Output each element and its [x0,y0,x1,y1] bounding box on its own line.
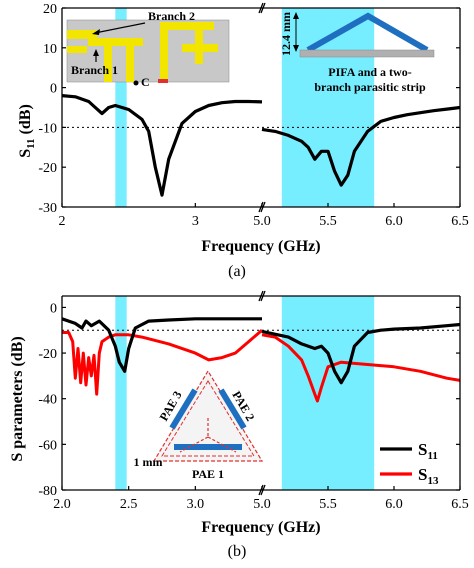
a-x-tick-right: 6.5 [451,214,469,229]
panel-b: 2.0 2.5 3.0 5.0 5.5 6.0 6.5 0 -20 -40 -60 -80 PAE … [9,290,469,560]
b-plot-frame [61,290,461,496]
a-y-tick-label: 10 [43,42,57,57]
a-s11-curve-right [261,105,461,187]
b-legend-label-s11: S11 [418,440,438,462]
a-x-tick-right: 6.0 [385,214,403,229]
b-s13-curve-left [62,329,263,396]
a-label-feed-c: C [141,75,150,89]
b-x-tick-right: 6.5 [451,497,469,512]
a-inset-layout: Branch 2 Branch 1 C [66,9,230,89]
a-y-tick-label: -30 [38,201,57,216]
a-y-tick-label: 20 [43,2,57,17]
b-wifi-band-2g4 [115,296,127,490]
a-y-tick-label: -20 [38,161,57,176]
a-plot-frame [61,2,461,213]
a-s11-curve-left [61,94,263,197]
a-label-branch2: Branch 2 [148,9,195,23]
b-label-1mm: 1 mm [134,455,163,469]
a-inset-sideview: 12.4 mm PIFA and a two- branch parasitic… [279,12,435,94]
a-dimension-label: 12.4 mm [279,12,293,56]
a-label-branch1: Branch 1 [71,63,118,77]
panel-a: 2 3 5.0 5.5 6.0 6.5 20 10 0 -10 -20 -30 Branch 2 B… [17,2,469,280]
b-legend: S11 S13 [380,440,439,487]
a-x-axis-label: Frequency (GHz) [201,238,320,255]
a-inset-caption-2: branch parasitic strip [314,80,426,94]
b-x-tick-right: 5.5 [319,497,337,512]
a-x-tick-left: 2 [59,214,66,229]
a-x-tick-right: 5.5 [319,214,337,229]
a-y-tick-label: -10 [38,121,57,136]
a-x-tick-right: 5.0 [253,214,271,229]
b-label-pae1: PAE 1 [192,467,224,481]
a-x-tick-left: 3 [192,214,199,229]
a-panel-label: (a) [228,263,246,280]
b-x-tick-right: 6.0 [385,497,403,512]
b-wifi-band-5g [281,296,375,490]
b-s11-curve-right [261,322,461,385]
b-panel-label: (b) [228,543,247,560]
a-inset-caption-1: PIFA and a two- [328,65,411,79]
b-x-axis-label: Frequency (GHz) [201,519,320,536]
b-y-tick-label: -60 [38,438,57,453]
b-y-tick-label: 0 [50,301,57,316]
b-x-tick-right: 5.0 [253,497,271,512]
a-y-axis-label: S11 (dB) [17,104,37,158]
b-x-tick-left: 2.0 [53,497,71,512]
b-y-tick-label: -80 [38,484,57,499]
b-y-axis-label: S parameters (dB) [9,336,26,461]
b-legend-label-s13: S13 [418,465,439,487]
b-x-tick-left: 2.5 [120,497,138,512]
b-s13-curve-right [261,333,461,403]
b-inset-triangle-array: PAE 3 PAE 2 PAE 1 1 mm [134,369,264,481]
b-s11-curve-left [61,317,262,373]
b-y-tick-label: -20 [38,347,57,362]
b-x-tick-left: 3.0 [187,497,205,512]
a-y-tick-label: 0 [50,82,57,97]
b-y-tick-label: -40 [38,393,57,408]
